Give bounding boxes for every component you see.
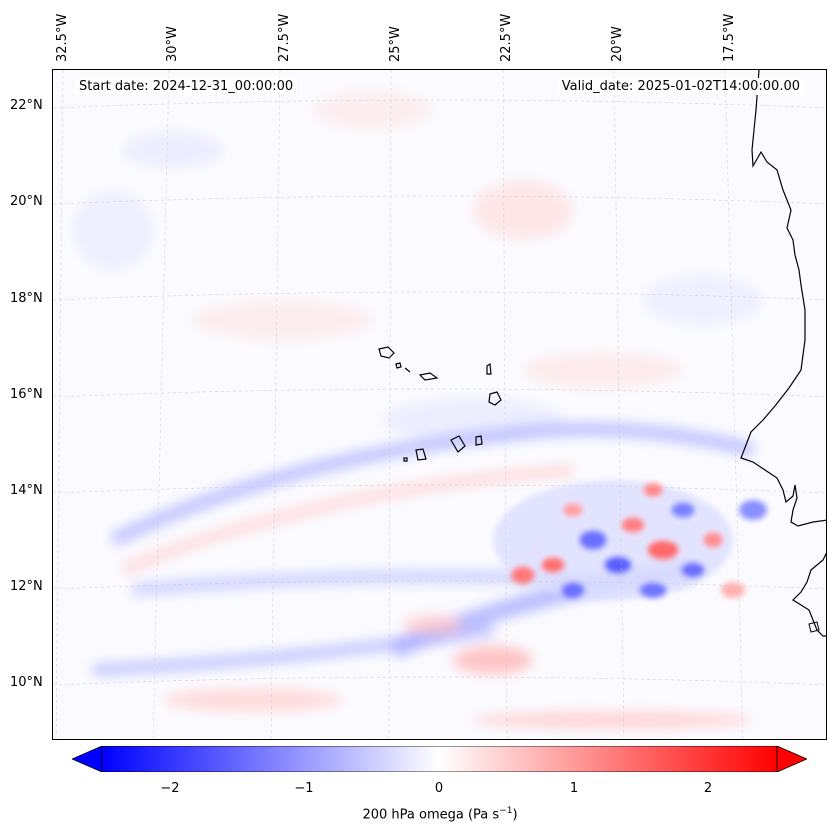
coastal-island — [808, 621, 820, 633]
map-panel: Start date: 2024-12-31_00:00:00 Valid_da… — [52, 69, 827, 740]
lat-label-22n: 22°N — [10, 98, 43, 113]
colorbar-tick-2: 2 — [703, 781, 713, 796]
colorbar-max-extend-arrow — [776, 745, 809, 773]
lon-label-32-5w: 32.5°W — [55, 13, 70, 62]
lon-label-22-5w: 22.5°W — [499, 13, 514, 62]
colorbar-tick-neg2: −2 — [160, 781, 180, 796]
colorbar-label: 200 hPa omega (Pa s−1) — [0, 806, 837, 822]
lat-label-10n: 10°N — [10, 675, 43, 690]
lat-label-14n: 14°N — [10, 483, 43, 498]
colorbar-label-exponent: −1 — [499, 806, 513, 816]
omega-field-map — [53, 70, 826, 739]
colorbar-tick-1: 1 — [569, 781, 579, 796]
omega-field — [73, 90, 763, 728]
lat-label-12n: 12°N — [10, 579, 43, 594]
colorbar-min-extend-arrow — [70, 745, 103, 773]
colorbar — [70, 745, 809, 777]
lon-label-20w: 20°W — [610, 26, 625, 62]
colorbar-tick-neg1: −1 — [294, 781, 314, 796]
valid-date-label: Valid_date: 2025-01-02T14:00:00.00 — [557, 78, 804, 95]
colorbar-gradient — [70, 745, 809, 777]
lon-label-27-5w: 27.5°W — [277, 13, 292, 62]
graticule — [53, 70, 826, 739]
lat-label-16n: 16°N — [10, 387, 43, 402]
start-date-label: Start date: 2024-12-31_00:00:00 — [75, 78, 298, 95]
west-african-coastline — [740, 70, 826, 527]
colorbar-tick-0: 0 — [434, 781, 444, 796]
guinea-bissau-coast — [792, 552, 826, 637]
lat-label-18n: 18°N — [10, 291, 43, 306]
lon-label-17-5w: 17.5°W — [722, 13, 737, 62]
colorbar-body — [101, 745, 778, 773]
cape-verde-islands — [378, 346, 502, 462]
colorbar-label-main: 200 hPa omega (Pa s — [362, 807, 500, 823]
colorbar-label-close: ) — [512, 807, 518, 823]
lat-label-20n: 20°N — [10, 194, 43, 209]
lon-label-25w: 25°W — [388, 26, 403, 62]
convection-cluster — [493, 480, 767, 600]
lon-label-30w: 30°W — [165, 26, 180, 62]
